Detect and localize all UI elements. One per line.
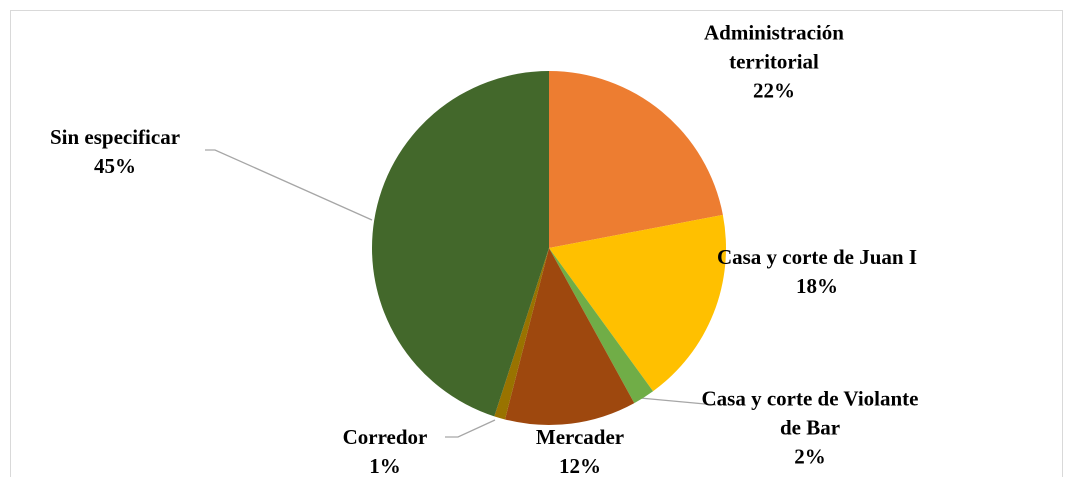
data-label: Sin especificar 45% xyxy=(15,123,215,181)
value-label: 1% xyxy=(369,454,401,477)
value-label: 12% xyxy=(559,454,601,477)
category-label: Sin especificar xyxy=(49,125,181,149)
value-label: 2% xyxy=(794,444,826,469)
leader-line xyxy=(639,397,717,406)
data-label: Corredor 1% xyxy=(285,423,485,477)
leader-line xyxy=(445,419,496,438)
pie-slice xyxy=(549,248,654,404)
value-label: 45% xyxy=(94,154,136,178)
pie-slice xyxy=(549,71,723,248)
category-label: Corredor xyxy=(342,425,428,449)
category-label: Mercader xyxy=(535,425,625,449)
pie-slice xyxy=(372,71,549,417)
data-label: Casa y corte de Juan I 18% xyxy=(707,243,927,301)
category-label: Casa y corte de Violante de Bar xyxy=(701,386,919,440)
data-label: Casa y corte de Violante de Bar 2% xyxy=(700,385,920,472)
pie-slice xyxy=(494,248,549,420)
data-label: Administración territorial 22% xyxy=(664,19,884,106)
value-label: 18% xyxy=(796,274,838,298)
chart-frame xyxy=(10,10,1063,477)
category-label: Administración territorial xyxy=(703,20,844,74)
pie-slice xyxy=(504,248,635,425)
pie-slice xyxy=(549,214,727,392)
data-label: Mercader 12% xyxy=(480,423,680,477)
leader-line xyxy=(205,149,373,221)
category-label: Casa y corte de Juan I xyxy=(716,245,918,269)
value-label: 22% xyxy=(753,78,795,103)
